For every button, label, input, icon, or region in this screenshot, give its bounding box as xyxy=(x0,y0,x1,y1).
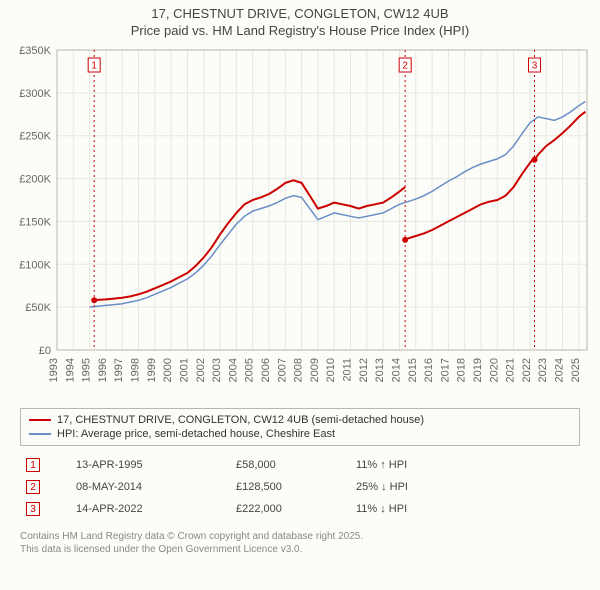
cell-price: £128,500 xyxy=(236,481,356,493)
legend-swatch xyxy=(29,419,51,421)
table-marker: 1 xyxy=(26,458,40,472)
x-axis-label: 1995 xyxy=(81,358,93,382)
y-axis-label: £150K xyxy=(19,216,51,228)
x-axis-label: 2004 xyxy=(227,358,239,382)
y-axis-label: £250K xyxy=(19,131,51,143)
marker-dot xyxy=(91,297,97,303)
x-axis-label: 2006 xyxy=(260,358,272,382)
legend-item: HPI: Average price, semi-detached house,… xyxy=(29,427,571,441)
x-axis-label: 2005 xyxy=(244,358,256,382)
x-axis-label: 2007 xyxy=(276,358,288,382)
chart-container: 17, CHESTNUT DRIVE, CONGLETON, CW12 4UB … xyxy=(0,0,600,590)
y-axis-label: £100K xyxy=(19,259,51,271)
x-axis-label: 2013 xyxy=(374,358,386,382)
cell-diff: 25% ↓ HPI xyxy=(356,481,476,493)
x-axis-label: 2018 xyxy=(456,358,468,382)
marker-number: 3 xyxy=(532,61,538,72)
y-axis-label: £0 xyxy=(39,345,51,357)
x-axis-label: 1996 xyxy=(97,358,109,382)
title-comparison: Price paid vs. HM Land Registry's House … xyxy=(0,23,600,38)
table-marker: 2 xyxy=(26,480,40,494)
footer-line2: This data is licensed under the Open Gov… xyxy=(20,543,580,556)
x-axis-label: 2015 xyxy=(407,358,419,382)
x-axis-label: 2025 xyxy=(570,358,582,382)
table-marker: 3 xyxy=(26,502,40,516)
x-axis-label: 2011 xyxy=(342,358,354,382)
series-price-paid xyxy=(94,180,405,300)
x-axis-label: 2021 xyxy=(505,358,517,382)
legend-swatch xyxy=(29,433,51,435)
x-axis-label: 2014 xyxy=(390,358,402,382)
x-axis-label: 2022 xyxy=(521,358,533,382)
cell-date: 08-MAY-2014 xyxy=(76,481,236,493)
x-axis-label: 2000 xyxy=(162,358,174,382)
cell-date: 14-APR-2022 xyxy=(76,503,236,515)
footer-line1: Contains HM Land Registry data © Crown c… xyxy=(20,530,580,543)
x-axis-label: 2020 xyxy=(488,358,500,382)
transactions-table: 1 13-APR-1995£58,00011% ↑ HPI 2 08-MAY-2014… xyxy=(20,454,580,520)
x-axis-label: 2010 xyxy=(325,358,337,382)
x-axis-label: 1993 xyxy=(48,358,60,382)
footer-attribution: Contains HM Land Registry data © Crown c… xyxy=(20,530,580,556)
x-axis-label: 1998 xyxy=(130,358,142,382)
y-axis-label: £200K xyxy=(19,174,51,186)
cell-price: £58,000 xyxy=(236,459,356,471)
chart-legend: 17, CHESTNUT DRIVE, CONGLETON, CW12 4UB … xyxy=(20,408,580,446)
x-axis-label: 2017 xyxy=(439,358,451,382)
x-axis-label: 2024 xyxy=(554,358,566,382)
x-axis-label: 2001 xyxy=(178,358,190,382)
cell-diff: 11% ↑ HPI xyxy=(356,459,476,471)
cell-date: 13-APR-1995 xyxy=(76,459,236,471)
table-row: 2 08-MAY-2014£128,50025% ↓ HPI xyxy=(20,476,580,498)
x-axis-label: 1994 xyxy=(64,358,76,382)
cell-price: £222,000 xyxy=(236,503,356,515)
marker-number: 1 xyxy=(91,61,97,72)
chart-titles: 17, CHESTNUT DRIVE, CONGLETON, CW12 4UB … xyxy=(0,0,600,38)
x-axis-label: 2002 xyxy=(195,358,207,382)
y-axis-label: £50K xyxy=(25,302,51,314)
x-axis-label: 2012 xyxy=(358,358,370,382)
x-axis-label: 2003 xyxy=(211,358,223,382)
y-axis-label: £350K xyxy=(19,45,51,57)
marker-number: 2 xyxy=(402,61,408,72)
x-axis-label: 1997 xyxy=(113,358,125,382)
table-row: 1 13-APR-1995£58,00011% ↑ HPI xyxy=(20,454,580,476)
marker-dot xyxy=(402,237,408,243)
title-address: 17, CHESTNUT DRIVE, CONGLETON, CW12 4UB xyxy=(0,6,600,21)
marker-dot xyxy=(531,157,537,163)
table-row: 3 14-APR-2022£222,00011% ↓ HPI xyxy=(20,498,580,520)
chart-svg: £0 £50K £100K £150K £200K £250K £300K £350K 1993… xyxy=(5,44,595,404)
x-axis-label: 2016 xyxy=(423,358,435,382)
x-axis-label: 2019 xyxy=(472,358,484,382)
cell-diff: 11% ↓ HPI xyxy=(356,503,476,515)
x-axis-label: 2008 xyxy=(293,358,305,382)
legend-item: 17, CHESTNUT DRIVE, CONGLETON, CW12 4UB … xyxy=(29,413,571,427)
chart-plot-area: £0 £50K £100K £150K £200K £250K £300K £350K 1993… xyxy=(5,44,595,404)
y-axis-label: £300K xyxy=(19,88,51,100)
x-axis-label: 2023 xyxy=(537,358,549,382)
legend-label: 17, CHESTNUT DRIVE, CONGLETON, CW12 4UB … xyxy=(57,414,424,426)
x-axis-label: 1999 xyxy=(146,358,158,382)
x-axis-label: 2009 xyxy=(309,358,321,382)
legend-label: HPI: Average price, semi-detached house,… xyxy=(57,428,335,440)
